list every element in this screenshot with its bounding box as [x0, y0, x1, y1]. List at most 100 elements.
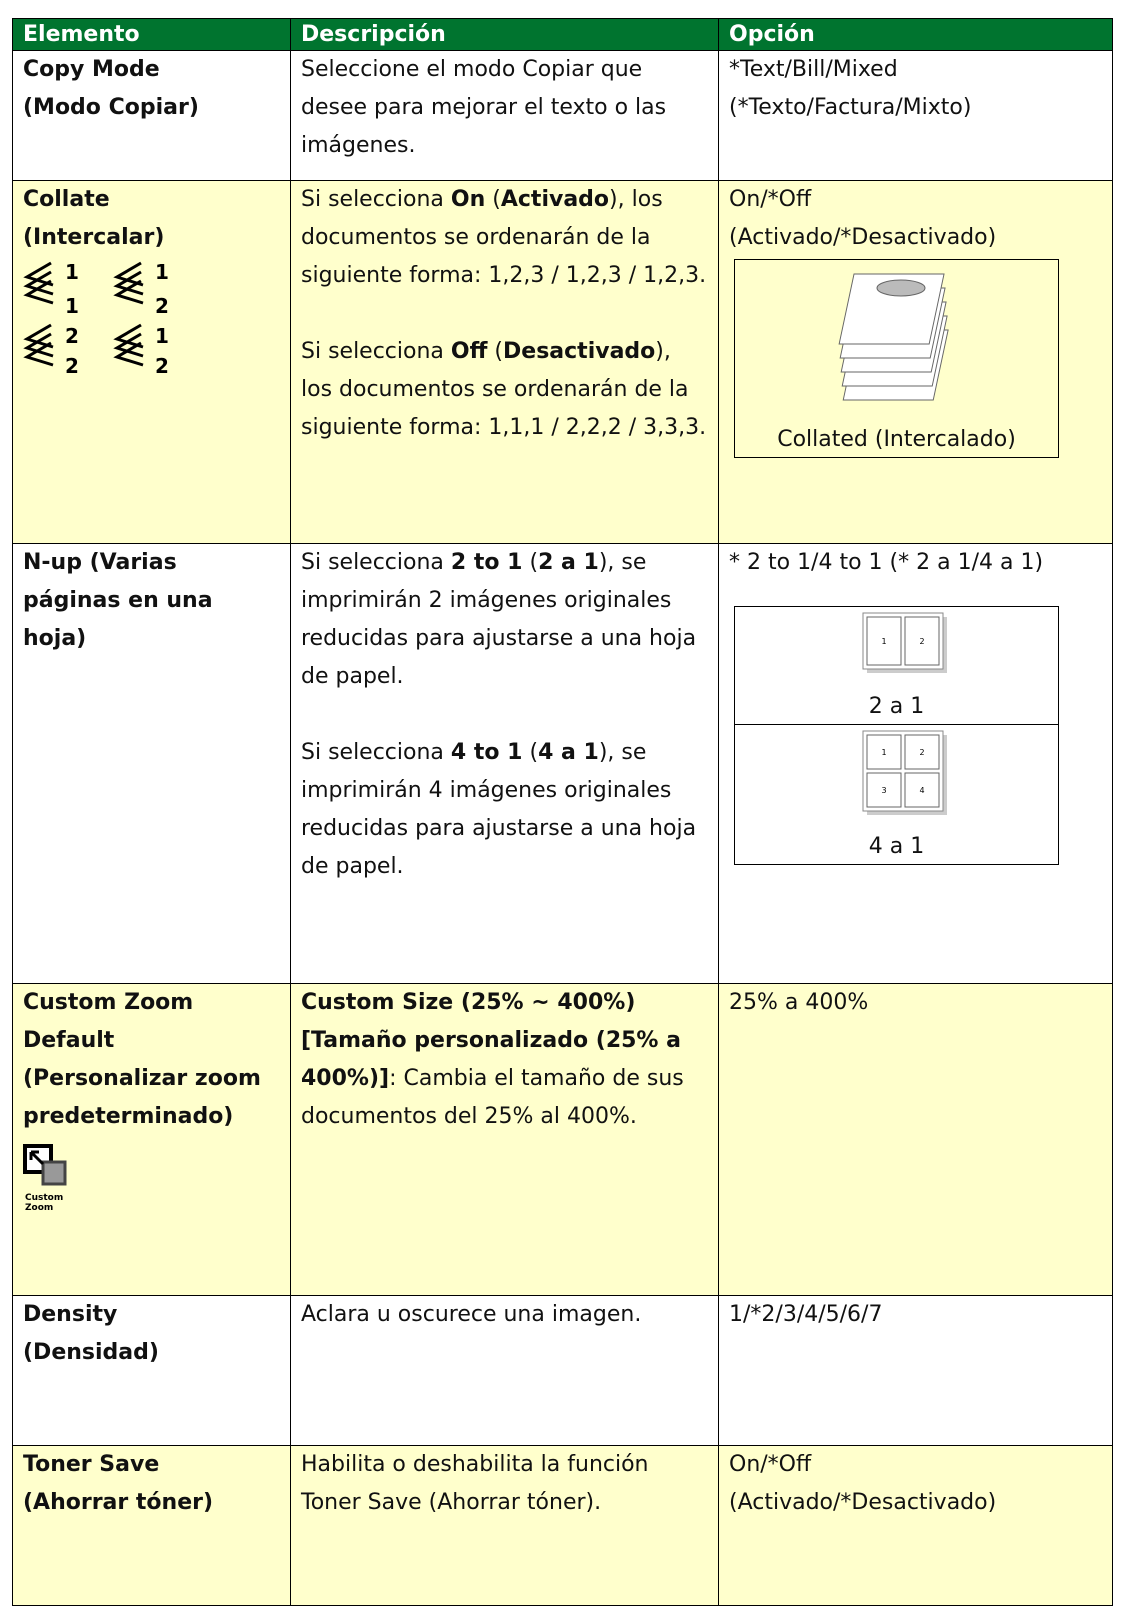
option-text: (*Texto/Factura/Mixto) [729, 95, 972, 120]
header-cell: Opción [718, 18, 1113, 51]
description-paragraph: Si selecciona Off (Desactivado), los doc… [301, 333, 708, 447]
sheet-stroke [113, 279, 144, 305]
icon-digit: 1 [155, 260, 169, 284]
mini-page [866, 734, 901, 770]
header-cell: Elemento [12, 18, 291, 51]
table-body: Copy Mode (Modo Copiar) Seleccione el modo… [12, 50, 1113, 1606]
icon-digit: 1 [65, 294, 79, 318]
item-cell: Copy Mode (Modo Copiar) [12, 50, 291, 181]
item-name: (Intercalar) [23, 225, 165, 250]
description-text: ( [522, 550, 539, 575]
description-cell: Si selecciona 2 to 1 (2 a 1), se imprimi… [290, 543, 719, 984]
figure-caption: 4 a 1 [868, 834, 925, 859]
item-name: (Ahorrar tóner) [23, 1490, 214, 1515]
option-cell: 1/*2/3/4/5/6/7 [718, 1295, 1113, 1446]
description-text: Si selecciona [301, 740, 451, 765]
item-cell: N-up (Varias páginas en una hoja) [12, 543, 291, 984]
sheet-stroke [23, 261, 54, 287]
table-row: Density (Densidad) Aclara u oscurece una i… [12, 1295, 1113, 1446]
description-text: Si selecciona [301, 550, 451, 575]
icon-digit: 2 [65, 324, 79, 348]
sheet-stroke [23, 279, 54, 305]
description-cell: Seleccione el modo Copiar que desee para… [290, 50, 719, 181]
option-text: * 2 to 1/4 to 1 (* 2 a 1/4 a 1) [729, 550, 1044, 575]
description-paragraph: Seleccione el modo Copiar que desee para… [301, 52, 708, 166]
description-cell: Custom Size (25% ~ 400%) [Tamaño persona… [290, 983, 719, 1296]
description-text: Custom Size (25% ~ 400%) [Tamaño persona… [301, 990, 681, 1091]
table-row: Custom Zoom Default (Personalizar zoom p… [12, 983, 1113, 1296]
zoom-box [41, 1160, 67, 1186]
option-figure: Collated (Intercalado) [734, 259, 1059, 458]
description-cell: Si selecciona On (Activado), los documen… [290, 180, 719, 544]
sheet-stroke [113, 270, 144, 296]
item-cell: Custom Zoom Default (Personalizar zoom p… [12, 983, 291, 1296]
mini-page-number: 1 [881, 748, 886, 757]
icon-digit: 1 [155, 324, 169, 348]
sheet-stroke [113, 323, 144, 349]
item-name: (Densidad) [23, 1340, 159, 1365]
sheet-stroke [23, 332, 54, 358]
icon-digit: 2 [65, 354, 79, 377]
item-cell: Toner Save (Ahorrar tóner) [12, 1445, 291, 1606]
icon-label: Custom [25, 1193, 63, 1203]
option-cell: On/*Off (Activado/*Desactivado) Collated (… [718, 180, 1113, 544]
sheet-stroke [23, 323, 54, 349]
description-text: 2 a 1 [538, 550, 599, 575]
item-name: N-up (Varias páginas en una hoja) [23, 550, 213, 651]
table-row: Collate (Intercalar) 1 1 2 2 1 2 1 2 Si selecciona… [12, 180, 1113, 544]
description-text: Si selecciona [301, 187, 451, 212]
figure-caption: 2 a 1 [868, 694, 925, 719]
option-text: On/*Off [729, 1452, 812, 1477]
option-cell: On/*Off (Activado/*Desactivado) [718, 1445, 1113, 1606]
icon-digit: 1 [65, 260, 79, 284]
option-text: 1/*2/3/4/5/6/7 [729, 1302, 883, 1327]
mini-page [904, 616, 939, 666]
description-text: : Cambia el tamaño de sus documentos del… [301, 1066, 684, 1129]
item-name: Custom Zoom Default (Personalizar zoom p… [23, 990, 261, 1129]
option-text: On/*Off [729, 187, 812, 212]
icon-digit: 2 [155, 294, 169, 318]
option-text: (Activado/*Desactivado) [729, 225, 997, 250]
item-name: Toner Save [23, 1452, 160, 1477]
description-text: Desactivado [503, 339, 656, 364]
description-cell: Habilita o deshabilita la función Toner … [290, 1445, 719, 1606]
mini-page [904, 772, 939, 808]
description-text: Si selecciona [301, 339, 451, 364]
mini-page-number: 4 [919, 786, 924, 795]
table-row: N-up (Varias páginas en una hoja) Si sele… [12, 543, 1113, 984]
item-cell: Collate (Intercalar) 1 1 2 2 1 2 1 2 [12, 180, 291, 544]
description-paragraph: Si selecciona 4 to 1 (4 a 1), se imprimi… [301, 734, 708, 886]
description-cell: Aclara u oscurece una imagen. [290, 1295, 719, 1446]
option-text: *Text/Bill/Mixed [729, 57, 898, 82]
description-text: 4 a 1 [538, 740, 599, 765]
sheet-stroke [113, 341, 144, 367]
mini-page-number: 2 [919, 748, 924, 757]
item-cell: Density (Densidad) [12, 1295, 291, 1446]
icon-digit: 2 [155, 354, 169, 377]
description-text: ( [485, 187, 501, 212]
option-figure: 1 2 3 4 4 a 1 [734, 725, 1059, 865]
page-oval [876, 279, 925, 297]
description-text: Activado [500, 187, 610, 212]
description-text: ( [487, 339, 504, 364]
settings-table: Elemento Descripción Opción Copy Mode (Modo… [12, 18, 1113, 1606]
figure-image: 1 2 3 4 [862, 730, 947, 815]
sheet-stroke [23, 341, 54, 367]
figure-caption: Collated (Intercalado) [777, 427, 1016, 452]
zoom-box [23, 1144, 53, 1174]
table-row: Copy Mode (Modo Copiar) Seleccione el modo… [12, 50, 1113, 181]
icon-label: Zoom [25, 1203, 53, 1213]
mini-page [866, 772, 901, 808]
table-row: Toner Save (Ahorrar tóner) Habilita o desh… [12, 1445, 1113, 1606]
description-text: ), se imprimirán 2 imágenes originales r… [301, 550, 697, 689]
description-text: Aclara u oscurece una imagen. [301, 1302, 642, 1327]
description-text: ), los documentos se ordenarán de la sig… [301, 339, 707, 440]
mini-page-number: 1 [881, 637, 886, 646]
option-cell: 25% a 400% [718, 983, 1113, 1296]
description-text: Seleccione el modo Copiar que desee para… [301, 57, 667, 158]
